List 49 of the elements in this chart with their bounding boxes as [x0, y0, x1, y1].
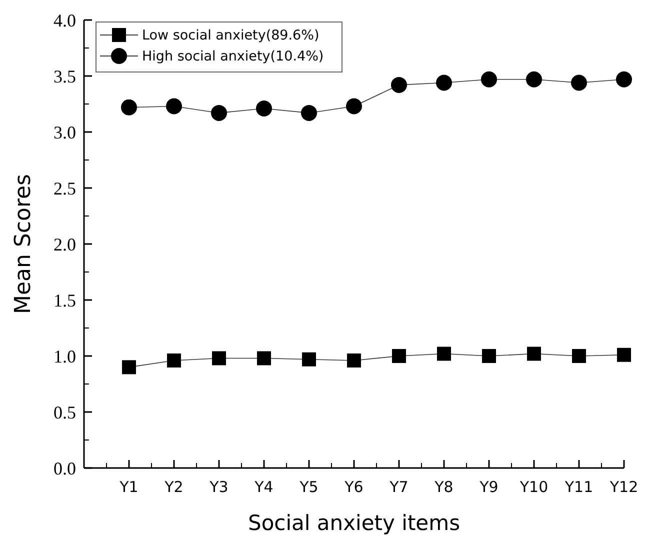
- point: [301, 104, 317, 121]
- x-tick-label: Y9: [478, 478, 498, 496]
- x-tick-label: Y11: [564, 478, 594, 496]
- y-tick-label: 0.5: [54, 402, 76, 422]
- point: [302, 352, 316, 366]
- point: [122, 360, 136, 374]
- point: [211, 104, 227, 121]
- x-tick-label: Y4: [254, 478, 274, 496]
- x-tick-label: Y8: [434, 478, 454, 496]
- point: [572, 349, 586, 363]
- y-axis-title: Mean Scores: [11, 174, 36, 314]
- x-tick-label: Y6: [344, 478, 364, 496]
- point: [346, 98, 362, 114]
- point: [121, 99, 137, 116]
- y-tick-label: 4.0: [54, 10, 76, 30]
- point: [437, 346, 451, 361]
- point: [481, 71, 497, 88]
- y-tick-label: 2.5: [54, 178, 76, 198]
- x-tick-label: Y5: [298, 478, 318, 496]
- y-tick-label: 1.0: [54, 346, 76, 366]
- point: [391, 76, 407, 93]
- x-axis-title: Social anxiety items: [248, 511, 460, 535]
- point: [257, 351, 271, 366]
- point: [616, 71, 632, 88]
- y-tick-label: 3.5: [54, 66, 76, 86]
- x-tick-label: Y2: [164, 478, 184, 496]
- point: [527, 346, 541, 361]
- y-tick-label: 0.0: [54, 458, 76, 478]
- point: [256, 100, 272, 116]
- point: [167, 353, 181, 368]
- point: [436, 74, 452, 91]
- point: [392, 349, 406, 363]
- y-tick-label: 2.0: [54, 234, 76, 254]
- x-tick-label: Y3: [208, 478, 228, 496]
- x-tick-label: Y10: [518, 478, 548, 496]
- point: [482, 349, 496, 363]
- x-tick-label: Y12: [608, 478, 638, 496]
- x-tick-label: Y1: [118, 478, 138, 496]
- y-tick-label: 3.0: [54, 122, 76, 142]
- point: [617, 348, 631, 362]
- point: [571, 74, 587, 91]
- legend-label: Low social anxiety(89.6%): [142, 28, 320, 44]
- point: [347, 353, 361, 368]
- point: [166, 98, 182, 114]
- x-tick-label: Y7: [388, 478, 408, 496]
- point: [212, 351, 226, 366]
- y-tick-label: 1.5: [54, 290, 76, 310]
- point: [526, 71, 542, 88]
- legend-label: High social anxiety(10.4%): [142, 48, 324, 65]
